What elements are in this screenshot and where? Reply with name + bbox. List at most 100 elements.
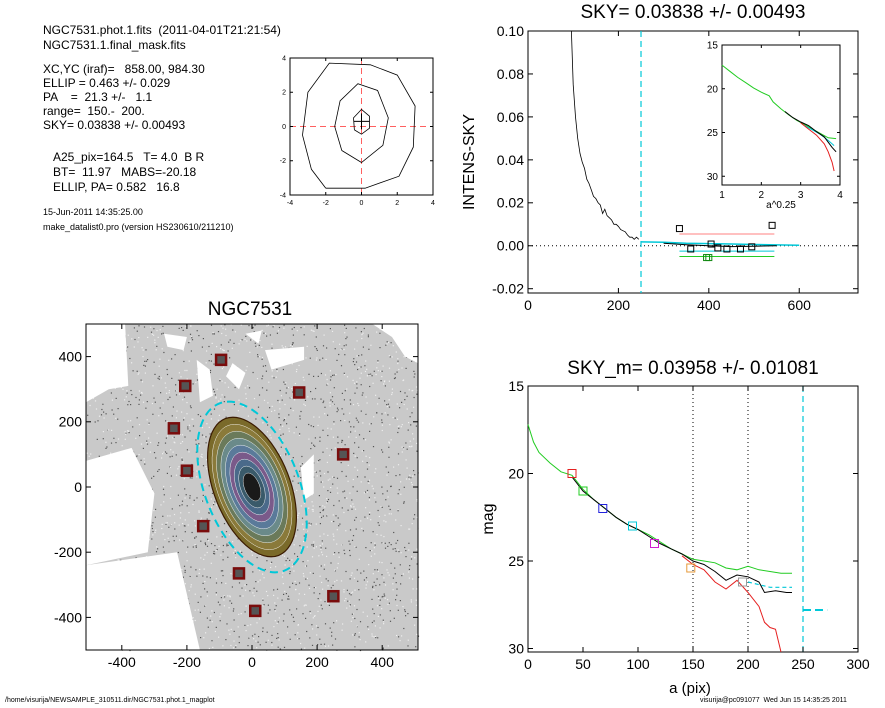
image-speckle (256, 590, 258, 592)
image-speckle (228, 629, 230, 631)
image-speckle (196, 373, 198, 375)
contour-x-label: -4 (287, 200, 293, 207)
image-speckle (155, 529, 157, 531)
image-speckle (381, 542, 383, 544)
star-mask-marker (214, 353, 228, 367)
image-speckle (314, 470, 316, 473)
image-speckle (225, 328, 227, 330)
image-speckle (312, 426, 315, 428)
image-speckle (399, 474, 401, 476)
mag-x-label: 0 (524, 656, 532, 672)
image-speckle (192, 425, 195, 427)
image-speckle (284, 590, 286, 592)
image-speckle (339, 523, 341, 525)
image-speckle (327, 580, 329, 582)
image-speckle (130, 420, 132, 422)
image-speckle (366, 402, 368, 404)
image-speckle (292, 391, 294, 393)
image-speckle (318, 605, 320, 607)
image-speckle (172, 437, 174, 439)
image-speckle (254, 633, 256, 635)
image-speckle (387, 496, 389, 498)
image-speckle (372, 488, 374, 490)
image-speckle (390, 485, 392, 487)
image-speckle (132, 426, 134, 428)
image-speckle (188, 360, 190, 362)
image-speckle (332, 644, 334, 646)
image-speckle (319, 535, 321, 537)
image-speckle (370, 542, 372, 544)
image-speckle (156, 330, 158, 332)
image-speckle (336, 567, 338, 569)
sky-y-label: -0.02 (492, 281, 524, 297)
image-speckle (184, 369, 186, 372)
image-speckle (285, 560, 287, 562)
image-speckle (277, 330, 279, 332)
image-speckle (411, 523, 413, 525)
image-mask-region (226, 363, 246, 390)
image-speckle (220, 325, 222, 327)
image-speckle (351, 539, 354, 541)
image-speckle (303, 535, 305, 537)
image-speckle (314, 437, 316, 439)
image-speckle (302, 573, 304, 575)
image-speckle (331, 330, 334, 332)
image-speckle (173, 540, 175, 542)
image-speckle (345, 344, 347, 346)
image-speckle (126, 390, 128, 392)
image-speckle (356, 569, 358, 571)
image-speckle (150, 326, 152, 328)
image-speckle (353, 358, 355, 360)
image-speckle (344, 600, 346, 602)
image-speckle (301, 517, 304, 519)
image-speckle (203, 637, 205, 639)
image-speckle (366, 615, 368, 617)
image-speckle (409, 528, 411, 530)
image-speckle (141, 391, 143, 394)
image-speckle (308, 587, 311, 589)
image-speckle (261, 356, 264, 359)
image-speckle (262, 627, 264, 629)
image-speckle (337, 492, 339, 494)
contour-y-label: -4 (280, 192, 286, 199)
image-speckle (286, 632, 289, 634)
image-speckle (392, 577, 394, 579)
image-speckle (352, 617, 354, 619)
image-speckle (245, 630, 247, 632)
image-speckle (354, 442, 356, 444)
image-speckle (411, 556, 413, 558)
image-speckle (298, 512, 300, 514)
image-speckle (232, 647, 235, 649)
image-speckle (356, 608, 358, 611)
image-speckle (387, 645, 389, 647)
inset-black (784, 111, 837, 153)
image-speckle (403, 486, 405, 488)
image-mask-region (245, 330, 262, 344)
image-speckle (385, 344, 387, 346)
image-speckle (398, 425, 400, 427)
image-speckle (383, 577, 385, 579)
image-speckle (233, 640, 235, 642)
image-speckle (300, 327, 302, 329)
image-speckle (332, 341, 334, 343)
image-speckle (168, 392, 170, 394)
image-speckle (161, 333, 163, 335)
image-speckle (303, 605, 305, 607)
image-speckle (131, 394, 133, 396)
image-speckle (317, 424, 319, 426)
image-speckle (408, 476, 410, 478)
image-speckle (329, 328, 331, 330)
image-speckle (124, 399, 126, 401)
image-speckle (258, 618, 260, 620)
image-speckle (140, 379, 142, 381)
image-speckle (157, 470, 159, 472)
image-speckle (248, 637, 250, 639)
image-speckle (206, 423, 208, 425)
image-speckle (197, 609, 199, 611)
image-speckle (381, 449, 383, 451)
image-speckle (175, 535, 177, 537)
image-speckle (286, 387, 288, 389)
image-speckle (408, 528, 410, 530)
image-speckle (377, 370, 379, 372)
image-speckle (416, 499, 418, 501)
